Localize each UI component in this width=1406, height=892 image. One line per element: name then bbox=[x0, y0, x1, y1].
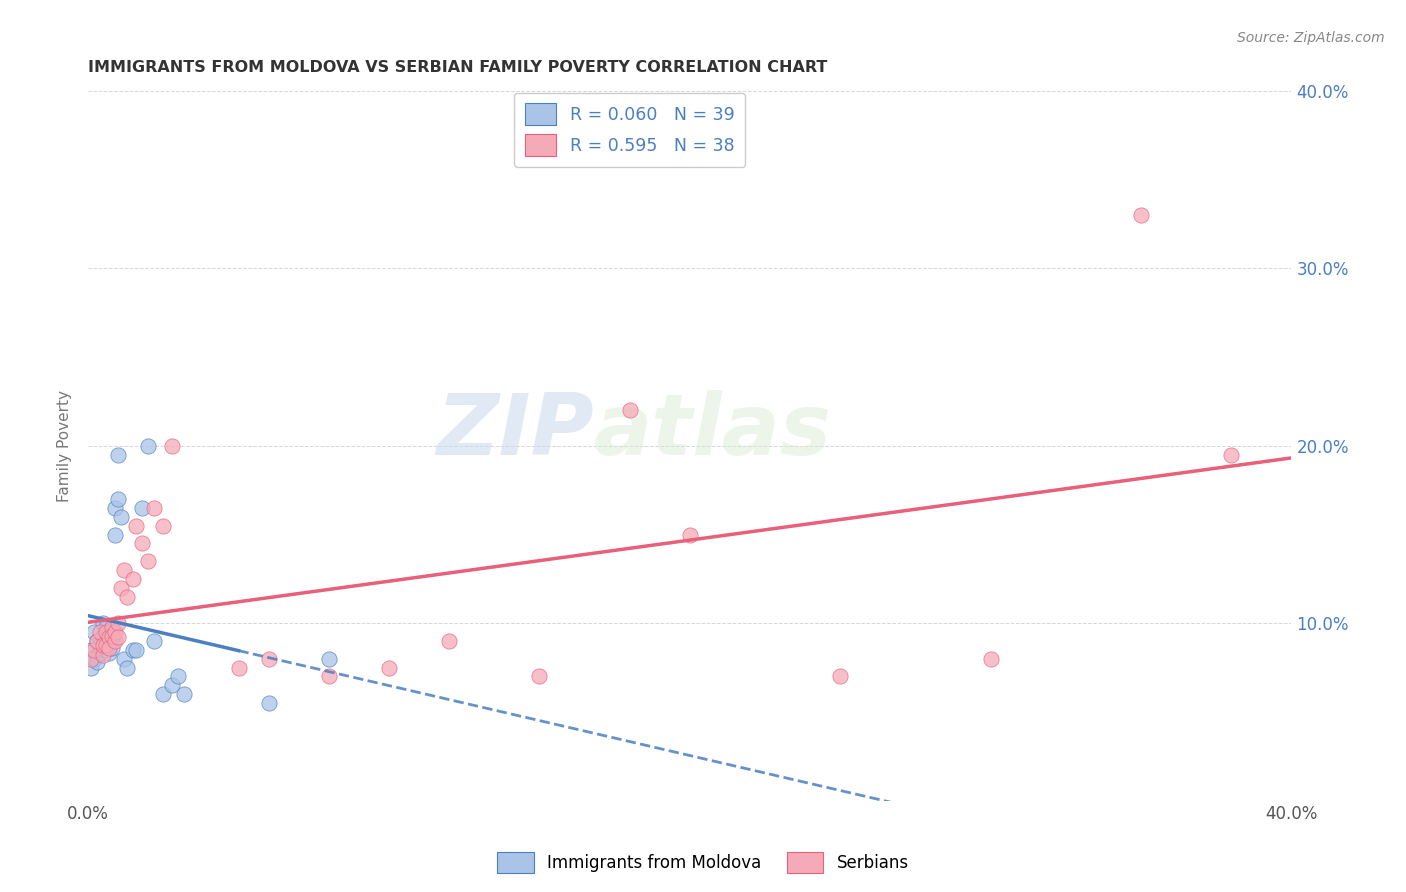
Point bbox=[143, 634, 166, 648]
Point bbox=[117, 590, 139, 604]
Point bbox=[91, 640, 114, 654]
Point bbox=[257, 696, 280, 710]
Point bbox=[318, 669, 340, 683]
Point bbox=[143, 500, 166, 515]
Point bbox=[1130, 208, 1153, 222]
Text: ZIP: ZIP bbox=[436, 390, 593, 473]
Point bbox=[122, 572, 145, 586]
Point bbox=[89, 646, 111, 660]
Point bbox=[96, 643, 118, 657]
Point bbox=[101, 629, 124, 643]
Point bbox=[83, 625, 105, 640]
Text: atlas: atlas bbox=[593, 390, 832, 473]
Point bbox=[89, 638, 111, 652]
Point bbox=[80, 643, 103, 657]
Point bbox=[131, 500, 153, 515]
Point bbox=[136, 439, 159, 453]
Point bbox=[86, 648, 108, 662]
Point bbox=[98, 636, 121, 650]
Point bbox=[131, 536, 153, 550]
Y-axis label: Family Poverty: Family Poverty bbox=[58, 390, 72, 502]
Point bbox=[107, 616, 129, 631]
Point bbox=[80, 660, 103, 674]
Point bbox=[122, 643, 145, 657]
Point bbox=[91, 616, 114, 631]
Point bbox=[437, 634, 460, 648]
Point bbox=[830, 669, 852, 683]
Point bbox=[98, 625, 121, 640]
Point bbox=[167, 669, 190, 683]
Point bbox=[112, 651, 135, 665]
Point bbox=[104, 634, 127, 648]
Point bbox=[152, 518, 174, 533]
Point bbox=[89, 625, 111, 640]
Point bbox=[91, 638, 114, 652]
Point bbox=[91, 629, 114, 643]
Point bbox=[136, 554, 159, 568]
Point bbox=[110, 509, 132, 524]
Point bbox=[96, 620, 118, 634]
Point bbox=[96, 625, 118, 640]
Point bbox=[101, 641, 124, 656]
Point bbox=[257, 651, 280, 665]
Point bbox=[98, 641, 121, 656]
Point bbox=[529, 669, 551, 683]
Point bbox=[86, 655, 108, 669]
Point bbox=[107, 631, 129, 645]
Point bbox=[104, 527, 127, 541]
Point bbox=[162, 439, 184, 453]
Point bbox=[104, 625, 127, 640]
Point bbox=[125, 643, 148, 657]
Point bbox=[125, 518, 148, 533]
Point bbox=[107, 448, 129, 462]
Point bbox=[98, 646, 121, 660]
Point bbox=[80, 651, 103, 665]
Point bbox=[86, 634, 108, 648]
Text: IMMIGRANTS FROM MOLDOVA VS SERBIAN FAMILY POVERTY CORRELATION CHART: IMMIGRANTS FROM MOLDOVA VS SERBIAN FAMIL… bbox=[89, 60, 828, 75]
Point bbox=[378, 660, 401, 674]
Point bbox=[679, 527, 702, 541]
Point bbox=[173, 687, 195, 701]
Point bbox=[96, 632, 118, 647]
Point bbox=[110, 581, 132, 595]
Legend: Immigrants from Moldova, Serbians: Immigrants from Moldova, Serbians bbox=[491, 846, 915, 880]
Point bbox=[86, 634, 108, 648]
Point bbox=[91, 648, 114, 662]
Point bbox=[152, 687, 174, 701]
Point bbox=[83, 643, 105, 657]
Text: Source: ZipAtlas.com: Source: ZipAtlas.com bbox=[1237, 31, 1385, 45]
Point bbox=[112, 563, 135, 577]
Point bbox=[228, 660, 250, 674]
Point bbox=[117, 660, 139, 674]
Point bbox=[1220, 448, 1243, 462]
Point bbox=[96, 638, 118, 652]
Point bbox=[318, 651, 340, 665]
Point bbox=[619, 403, 641, 417]
Point bbox=[107, 491, 129, 506]
Point bbox=[101, 632, 124, 647]
Point bbox=[162, 678, 184, 692]
Legend: R = 0.060   N = 39, R = 0.595   N = 38: R = 0.060 N = 39, R = 0.595 N = 38 bbox=[515, 93, 745, 167]
Point bbox=[83, 651, 105, 665]
Point bbox=[98, 631, 121, 645]
Point bbox=[980, 651, 1002, 665]
Point bbox=[101, 622, 124, 636]
Point bbox=[104, 500, 127, 515]
Point bbox=[101, 620, 124, 634]
